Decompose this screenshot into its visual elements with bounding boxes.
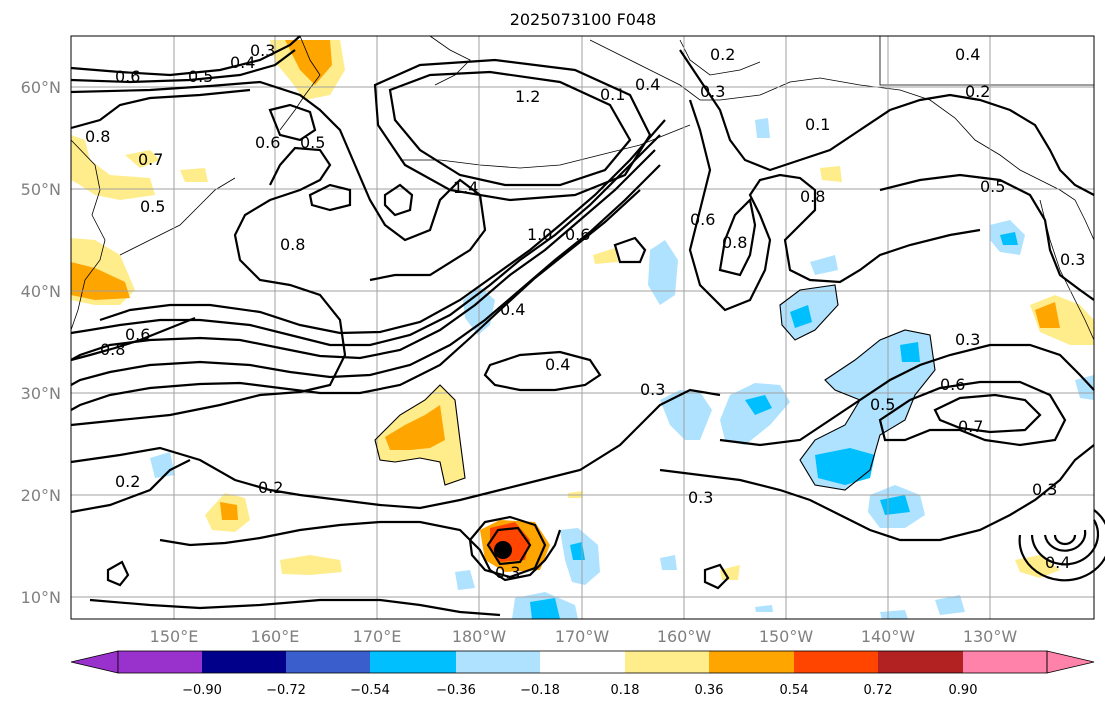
colorbar-segment	[794, 651, 878, 673]
contour-label: 0.6	[255, 133, 280, 152]
colorbar-segment	[118, 651, 202, 673]
contour-label: 0.2	[115, 472, 140, 491]
colorbar: −0.90 −0.72 −0.54 −0.36 −0.18 0.18 0.36 …	[70, 650, 1095, 698]
colorbar-tick: 0.90	[949, 683, 978, 698]
contour-label: 0.3	[640, 380, 665, 399]
contour-label: 0.4	[955, 45, 980, 64]
contour-label: 0.3	[688, 488, 713, 507]
contour-label: 0.6	[115, 67, 140, 86]
longitude-labels: 150°E 160°E 170°E 180°W 170°W 160°W 150°…	[150, 627, 1018, 646]
lon-label: 140°W	[861, 627, 916, 646]
contour-label: 0.4	[635, 75, 660, 94]
contour-label: 0.3	[495, 563, 520, 582]
latitude-labels: 60°N 50°N 40°N 30°N 20°N 10°N	[21, 78, 61, 607]
colorbar-segment	[202, 651, 286, 673]
lon-label: 160°W	[657, 627, 712, 646]
lon-label: 150°E	[150, 627, 199, 646]
lon-label: 160°E	[251, 627, 300, 646]
colorbar-tick: −0.90	[182, 683, 222, 698]
colorbar-tick: 0.54	[780, 683, 809, 698]
contour-label: 0.7	[138, 150, 163, 169]
contour-label: 0.6	[940, 375, 965, 394]
colorbar-segment	[709, 651, 794, 673]
lat-label: 60°N	[21, 78, 61, 97]
colorbar-tick: −0.54	[350, 683, 390, 698]
lat-label: 50°N	[21, 180, 61, 199]
colorbar-segment	[370, 651, 456, 673]
contour-label: 0.8	[280, 235, 305, 254]
contour-label: 0.8	[85, 127, 110, 146]
lon-label: 180°W	[452, 627, 507, 646]
lon-label: 170°E	[353, 627, 402, 646]
contour-label: 0.1	[805, 115, 830, 134]
contour-label-group: 0.3 0.4 0.5 0.6 0.8 0.7 0.5 0.6 0.5 1.2 …	[85, 41, 1085, 582]
colorbar-extend-right	[1046, 650, 1095, 674]
lon-label: 130°W	[963, 627, 1018, 646]
contour-label: 1.0	[527, 225, 552, 244]
contour-label: 1.4	[453, 178, 478, 197]
contour-label: 0.4	[545, 355, 570, 374]
colorbar-segment	[286, 651, 370, 673]
colorbar-segment	[456, 651, 540, 673]
colorbar-tick: −0.72	[266, 683, 306, 698]
contour-label: 0.5	[140, 197, 165, 216]
contour-label: 0.8	[722, 233, 747, 252]
contour-label: 0.5	[188, 67, 213, 86]
contour-label: 0.5	[300, 133, 325, 152]
colorbar-tick: −0.18	[520, 683, 560, 698]
contour-label: 0.1	[600, 85, 625, 104]
colorbar-segment	[540, 651, 625, 673]
colorbar-segment	[963, 651, 1047, 673]
contour-label: 0.3	[250, 41, 275, 60]
contour-label: 1.2	[515, 87, 540, 106]
colorbar-segment	[878, 651, 963, 673]
contour-label: 0.4	[500, 300, 525, 319]
contour-label: 0.3	[1032, 480, 1057, 499]
shading-outlines	[374, 284, 936, 491]
contour-label: 0.4	[1045, 553, 1070, 572]
contour-label: 0.3	[700, 82, 725, 101]
lat-label: 10°N	[21, 588, 61, 607]
lon-label: 170°W	[555, 627, 610, 646]
colorbar-tick: 0.72	[864, 683, 893, 698]
contour-label: 0.8	[800, 187, 825, 206]
colorbar-extend-left	[70, 650, 119, 674]
contour-lines	[70, 35, 1105, 617]
lat-label: 20°N	[21, 486, 61, 505]
cyclone-marker-icon	[494, 541, 512, 559]
contour-label: 0.6	[690, 210, 715, 229]
map-frame	[70, 35, 1095, 620]
contour-label: 0.6	[125, 325, 150, 344]
lat-label: 40°N	[21, 282, 61, 301]
contour-label: 0.2	[258, 478, 283, 497]
graticule	[71, 36, 1094, 619]
contour-label: 0.5	[980, 177, 1005, 196]
lon-label: 150°W	[759, 627, 814, 646]
contour-label: 0.3	[955, 330, 980, 349]
contour-label: 0.6	[565, 225, 590, 244]
contour-label: 0.7	[958, 417, 983, 436]
contour-label: 0.4	[230, 53, 255, 72]
contour-label: 0.3	[1060, 250, 1085, 269]
colorbar-tick: 0.36	[695, 683, 724, 698]
colorbar-tick: 0.18	[611, 683, 640, 698]
map-title: 2025073100 F048	[510, 10, 657, 29]
colorbar-frame	[117, 650, 1048, 674]
negative-shading	[150, 118, 1094, 619]
colorbar-tick: −0.36	[436, 683, 476, 698]
contour-label: 0.2	[710, 45, 735, 64]
contour-label: 0.2	[965, 82, 990, 101]
colorbar-segment	[625, 651, 709, 673]
contour-label: 0.8	[100, 340, 125, 359]
contour-label: 0.5	[870, 395, 895, 414]
lat-label: 30°N	[21, 384, 61, 403]
